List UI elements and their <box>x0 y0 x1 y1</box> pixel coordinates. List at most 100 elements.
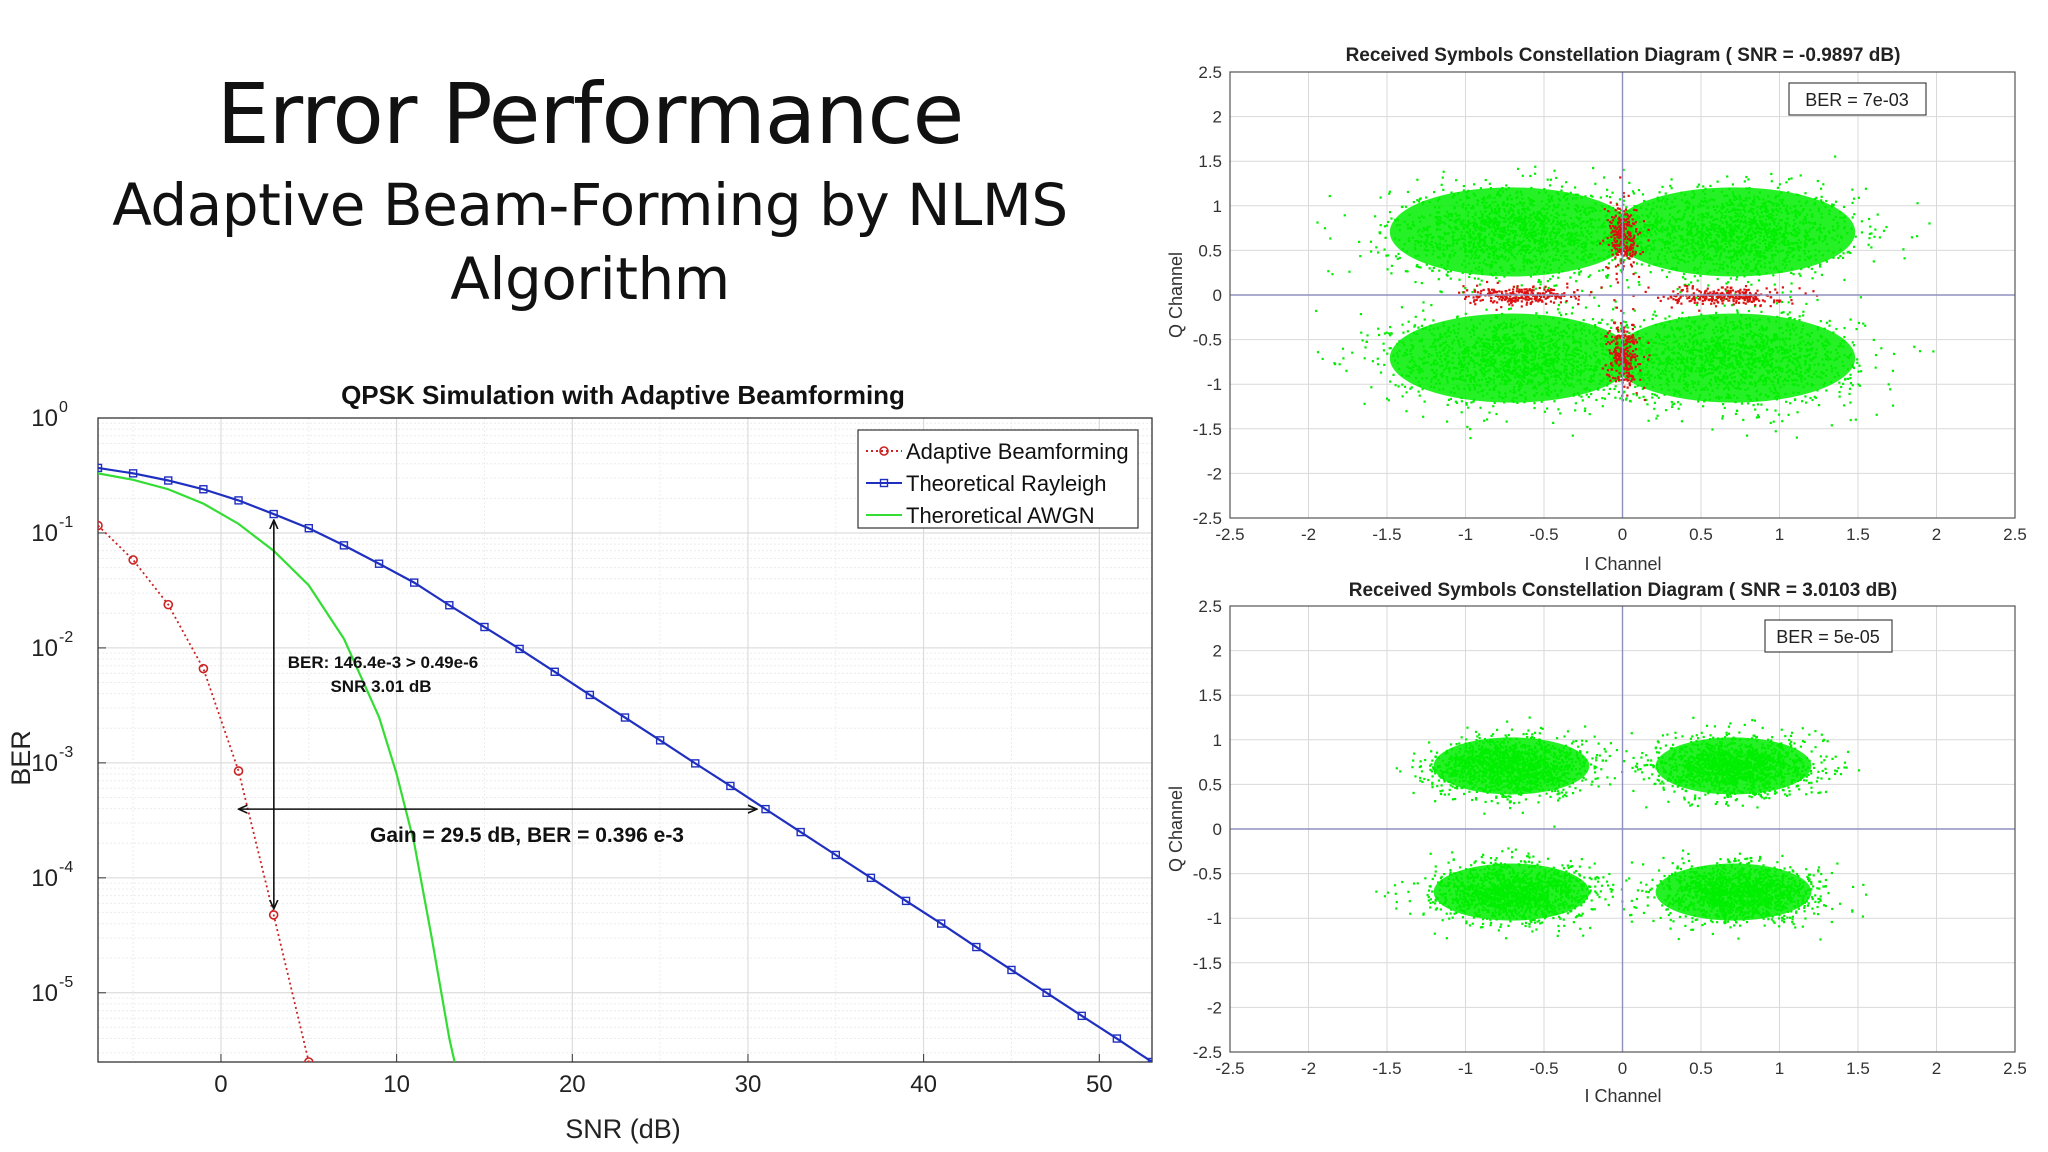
symbol-point <box>1458 278 1461 281</box>
symbol-point <box>1656 414 1659 417</box>
symbol-point <box>1745 434 1749 437</box>
symbol-point <box>1851 201 1854 204</box>
series-marker-1 <box>339 541 349 550</box>
symbol-point <box>1375 246 1378 249</box>
symbol-point <box>1785 400 1788 403</box>
symbol-point <box>1647 244 1650 247</box>
symbol-point <box>1849 381 1853 385</box>
symbol-point <box>1592 166 1595 170</box>
symbol-point <box>1619 269 1622 272</box>
symbol-point <box>1627 286 1630 289</box>
symbol-point <box>1646 403 1649 406</box>
symbol-point <box>1709 184 1712 188</box>
symbol-point <box>1855 328 1858 331</box>
symbol-point <box>1316 221 1319 224</box>
symbol-point <box>1606 274 1609 278</box>
symbol-point <box>1614 396 1617 399</box>
symbol-point <box>1323 227 1327 230</box>
symbol-point <box>1447 398 1451 402</box>
symbol-point <box>1838 381 1841 384</box>
symbol-point <box>1856 361 1859 364</box>
symbol-point <box>1628 181 1631 184</box>
series-marker-1 <box>480 622 489 632</box>
series-marker-0 <box>233 766 244 776</box>
symbol-point <box>1695 303 1699 307</box>
symbol-point <box>1743 275 1746 278</box>
symbol-point <box>1606 188 1609 191</box>
symbol-point <box>1781 291 1784 294</box>
symbol-point <box>1377 333 1381 337</box>
symbol-point <box>1814 396 1817 399</box>
symbol-point <box>1620 324 1623 327</box>
symbol-point <box>1654 239 1657 242</box>
symbol-point <box>1682 272 1686 276</box>
symbol-point <box>1702 185 1705 188</box>
symbol-point <box>1776 186 1779 189</box>
symbol-point <box>1830 424 1833 427</box>
symbol-point <box>1843 278 1846 282</box>
symbol-point <box>1530 186 1533 190</box>
series-marker-1 <box>234 496 243 505</box>
symbol-point <box>1851 216 1854 219</box>
symbol-point <box>1769 421 1772 425</box>
symbol-point <box>1686 206 1689 209</box>
symbol-point <box>1755 416 1759 419</box>
slide-subtitle: Adaptive Beam-Forming by NLMS Algorithm <box>112 171 1068 313</box>
symbol-point <box>1442 188 1445 191</box>
series-marker-1 <box>726 781 735 791</box>
symbol-point <box>1729 277 1732 280</box>
symbol-point <box>1623 259 1626 262</box>
symbol-point <box>1799 274 1802 277</box>
symbol-point <box>1388 190 1392 193</box>
symbol-point <box>1477 277 1480 280</box>
symbol-point <box>1775 302 1779 305</box>
plot-frame <box>97 417 1153 1063</box>
symbol-point <box>1385 224 1389 227</box>
symbol-point <box>1608 196 1612 199</box>
symbol-point <box>1573 271 1576 275</box>
y-tick-label: 10 <box>31 520 58 547</box>
symbol-point <box>1874 228 1877 231</box>
symbol-point <box>1425 196 1428 199</box>
symbol-point <box>1846 251 1849 254</box>
y-tick-exponent: -5 <box>59 974 73 991</box>
symbol-point <box>1878 236 1881 239</box>
symbol-point <box>1843 378 1847 381</box>
symbol-point <box>1658 191 1661 194</box>
x-tick-label: 30 <box>735 1071 762 1098</box>
symbol-point <box>1723 406 1726 410</box>
symbol-point <box>1778 183 1782 186</box>
symbol-point <box>1638 221 1642 224</box>
ber-chart-ylabel: BER <box>6 730 36 786</box>
symbol-point <box>1388 192 1391 195</box>
symbol-point <box>1478 283 1482 286</box>
symbol-point <box>1648 264 1651 267</box>
legend-label-0: Adaptive Beamforming <box>906 439 1129 464</box>
symbol-point <box>1331 273 1334 276</box>
symbol-point <box>1851 341 1854 344</box>
series-marker-1 <box>199 485 208 494</box>
symbol-point <box>1655 314 1658 317</box>
symbol-point <box>1781 420 1784 423</box>
symbol-point <box>1479 187 1482 190</box>
symbol-point <box>1834 155 1837 158</box>
symbol-point <box>1468 275 1471 279</box>
symbol-point <box>1634 385 1637 388</box>
symbol-cluster-core <box>1389 187 1634 277</box>
symbol-cluster-core <box>1611 187 1856 277</box>
symbol-point <box>1857 383 1860 386</box>
symbol-point <box>1645 332 1648 335</box>
symbol-point <box>1603 176 1606 179</box>
symbol-point <box>1818 265 1822 268</box>
symbol-point <box>1734 412 1738 416</box>
symbol-point <box>1804 395 1807 398</box>
symbol-point <box>1614 306 1617 309</box>
symbol-point <box>1598 269 1601 272</box>
symbol-point <box>1460 411 1463 414</box>
symbol-point <box>1867 243 1870 246</box>
symbol-point <box>1652 248 1656 252</box>
symbol-point <box>1736 275 1739 279</box>
symbol-point <box>1752 404 1755 407</box>
